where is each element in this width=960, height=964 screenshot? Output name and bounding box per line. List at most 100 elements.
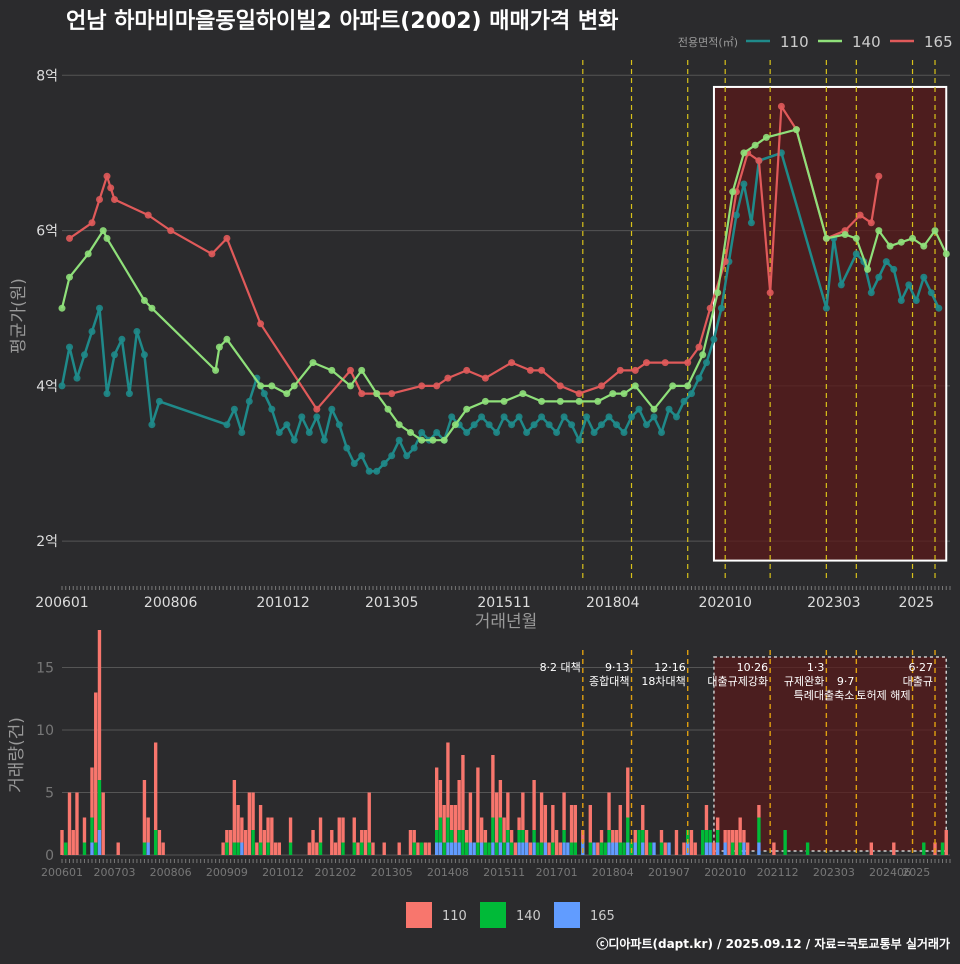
price-legend-label-110: 110 [780,33,809,51]
price-point-140 [66,273,73,281]
volume-bar-165 [435,842,439,855]
volume-bar-140 [532,830,536,843]
volume-bar-140 [783,830,787,855]
price-legend-label-165: 165 [924,33,953,51]
price-point-165 [313,405,321,413]
volume-bar-140 [64,842,68,855]
volume-bar-165 [521,842,525,855]
volume-bar-140 [442,842,446,855]
volume-bar-110 [356,842,360,855]
volume-bar-140 [449,830,454,843]
price-point-110 [478,413,486,421]
volume-bar-140 [502,842,506,855]
price-y-tick-label: 6억 [36,224,58,240]
volume-bar-165 [90,842,94,855]
price-point-110 [268,405,276,413]
volume-x-tick-label: 201305 [371,866,413,879]
volume-legend-swatch-110 [406,902,432,928]
price-point-110 [283,421,291,429]
price-point-140 [841,231,849,238]
volume-x-tick-label: 201907 [648,866,690,879]
volume-bar-110 [554,830,559,855]
volume-bar-110 [573,805,577,843]
volume-bar-165 [611,842,615,855]
price-point-110 [230,405,238,413]
volume-bar-140 [483,842,488,855]
volume-bar-140 [438,817,443,843]
price-point-140 [897,238,905,246]
price-point-110 [590,429,598,436]
volume-bar-110 [524,830,529,843]
volume-bar-140 [153,830,158,855]
price-point-140 [373,390,381,398]
volume-bar-140 [494,842,499,855]
price-point-140 [864,265,872,273]
volume-x-tick-label: 200601 [41,866,83,879]
volume-bar-110 [892,842,896,855]
volume-x-tick-label: 202010 [704,866,746,879]
price-point-140 [140,297,148,304]
volume-y-tick-label: 5 [45,786,54,802]
volume-bar-110 [397,842,401,855]
volume-bar-140 [266,842,270,855]
volume-bar-165 [472,842,476,855]
price-series-140 [58,126,950,444]
volume-bar-110 [341,817,345,843]
price-point-165 [706,304,714,312]
volume-bar-165 [667,842,671,855]
volume-bar-110 [712,842,716,855]
price-point-140 [852,234,860,242]
volume-bar-140 [487,842,491,855]
volume-bar-110 [67,792,72,855]
volume-bar-140 [236,842,240,855]
price-line-165 [68,105,880,411]
volume-event-label: 9·7 [837,675,855,688]
volume-bar-165 [633,842,637,855]
volume-bar-110 [539,792,544,843]
volume-event-label: 18차대책 [641,675,685,688]
price-point-165 [167,227,175,235]
price-point-110 [710,335,718,343]
price-point-140 [328,366,336,374]
volume-bar-140 [367,842,371,855]
volume-bar-140 [569,842,574,855]
volume-bar-165 [723,842,727,855]
price-point-110 [103,390,111,398]
volume-x-tick-label: 201511 [483,866,525,879]
price-point-110 [688,390,695,398]
price-point-110 [568,421,576,429]
volume-bar-110 [738,817,742,843]
volume-bar-140 [704,830,709,843]
volume-bar-140 [97,780,102,830]
price-point-165 [575,390,583,398]
source-footer: ⓒ디아파트(dapt.kr) / 2025.09.12 / 자료=국토교통부 실… [596,936,950,951]
price-point-140 [103,234,111,242]
volume-bar-110 [528,842,533,855]
volume-bar-110 [704,805,709,830]
volume-bar-140 [539,842,544,855]
volume-bar-110 [367,792,371,843]
volume-legend: 110 140 165 [406,902,615,928]
price-point-165 [661,359,669,367]
volume-bar-110 [476,767,480,843]
price-point-110 [508,421,516,429]
volume-bar-110 [71,830,75,855]
volume-bar-110 [412,830,416,843]
volume-bar-140 [412,842,416,855]
volume-bar-140 [551,842,555,855]
price-point-110 [852,250,860,258]
volume-bar-140 [258,842,263,855]
volume-bar-110 [333,842,338,855]
price-point-165 [766,289,774,297]
volume-bar-110 [228,830,233,855]
volume-bar-110 [101,792,105,855]
volume-bar-140 [603,842,607,855]
price-point-110 [822,304,830,312]
price-point-110 [485,421,493,429]
price-point-165 [875,172,883,180]
volume-event-label: 토허제 해제 [856,688,910,702]
price-point-165 [257,320,265,328]
volume-bar-110 [611,830,615,843]
volume-bar-140 [318,842,323,855]
volume-x-tick-label: 202406 [869,866,911,879]
